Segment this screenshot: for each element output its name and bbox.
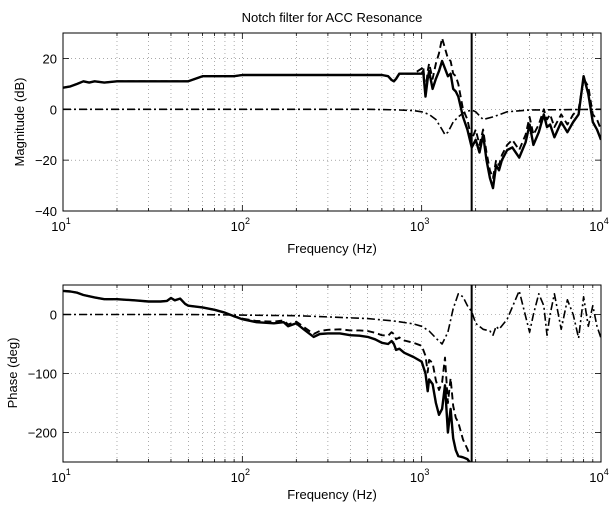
magnitude-axes-frame <box>62 32 602 212</box>
y-tick-label: 0 <box>50 308 57 323</box>
phase-ylabel: Phase (deg) <box>5 338 20 409</box>
x-tick-label: 101 <box>51 216 70 234</box>
magnitude-ylabel: Magnitude (dB) <box>12 78 27 167</box>
x-tick-label: 103 <box>410 467 429 485</box>
x-tick-label: 101 <box>51 467 70 485</box>
y-tick-label: −40 <box>35 204 57 219</box>
phase-panel: 0 −100 −200 101 102 103 104 Frequency (Hz) Pha… <box>5 284 609 502</box>
phase-grid <box>63 285 601 462</box>
y-tick-label: −200 <box>28 426 57 441</box>
magnitude-xlabel: Frequency (Hz) <box>287 241 377 256</box>
y-tick-label: 0 <box>50 102 57 117</box>
x-tick-label: 104 <box>589 467 608 485</box>
y-tick-label: −20 <box>35 153 57 168</box>
magnitude-plot-area <box>63 33 601 211</box>
y-tick-label: 20 <box>43 51 57 66</box>
magnitude-lines <box>63 33 601 211</box>
phase-lines <box>63 285 601 462</box>
x-tick-label: 103 <box>410 216 429 234</box>
x-tick-label: 102 <box>231 216 250 234</box>
phase-xlabel: Frequency (Hz) <box>287 487 377 502</box>
x-tick-label: 104 <box>589 216 608 234</box>
series-dashdot-line <box>63 108 601 136</box>
series-dashdot-line <box>63 290 601 345</box>
y-tick-label: −100 <box>28 367 57 382</box>
x-tick-label: 102 <box>231 467 250 485</box>
chart-title: Notch filter for ACC Resonance <box>242 10 423 25</box>
series-dashed-line <box>63 289 471 456</box>
series-dashed-line <box>63 37 601 179</box>
